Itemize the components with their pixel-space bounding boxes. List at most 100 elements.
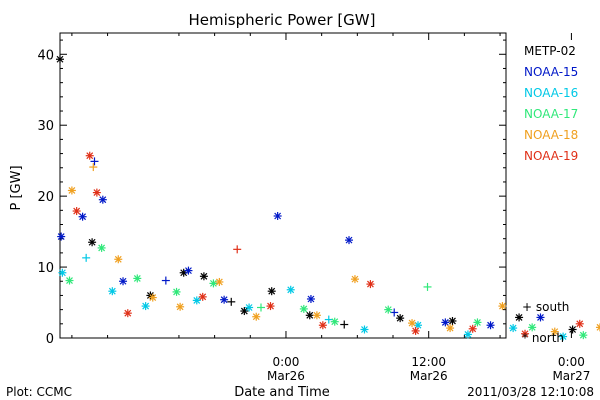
north-point-marker	[318, 321, 327, 330]
marker-stroke	[300, 305, 308, 313]
marker-stroke	[240, 307, 248, 315]
marker-stroke	[56, 55, 64, 63]
north-point-marker	[568, 325, 577, 334]
legend-entry-metp-02: METP-02	[524, 44, 576, 58]
marker-stroke	[528, 323, 536, 331]
north-point-marker	[486, 321, 495, 330]
marker-stroke	[313, 311, 321, 319]
marker-stroke	[361, 326, 368, 333]
north-point-marker	[411, 326, 420, 335]
south-point-marker	[161, 276, 170, 285]
north-point-marker	[198, 292, 207, 301]
north-point-marker	[273, 212, 282, 220]
marker-stroke	[307, 295, 315, 303]
marker-stroke	[408, 319, 416, 327]
y-tick-label: 40	[37, 48, 54, 63]
north-point-marker	[57, 232, 66, 241]
south-point-marker	[340, 320, 349, 329]
north-point-marker	[266, 302, 275, 311]
series-noaa-18	[67, 163, 600, 336]
north-point-marker	[345, 236, 354, 245]
marker-stroke	[98, 244, 106, 252]
x-axis-label: Date and Time	[234, 385, 330, 400]
x-tick-time: 0:00	[558, 355, 585, 369]
marker-stroke	[176, 303, 184, 311]
x-tick-time: 0:00	[272, 355, 299, 369]
marker-stroke	[252, 313, 260, 321]
north-point-marker	[463, 330, 472, 339]
south-point-marker	[423, 282, 432, 291]
south-point-marker	[390, 308, 399, 317]
hemisphere-legend: + south * north	[522, 300, 569, 345]
north-point-marker	[92, 188, 101, 197]
marker-stroke	[579, 331, 587, 339]
south-point-marker	[89, 163, 98, 172]
north-point-marker	[72, 207, 81, 216]
marker-stroke	[384, 306, 392, 314]
north-point-marker	[65, 276, 74, 285]
north-point-marker	[114, 255, 123, 264]
y-tick-label: 30	[37, 119, 54, 134]
north-point-marker	[536, 313, 545, 322]
north-point-marker	[448, 316, 457, 325]
north-point-marker	[498, 302, 507, 311]
marker-stroke	[149, 294, 157, 301]
marker-stroke	[245, 304, 253, 311]
north-point-marker	[305, 311, 314, 320]
legend-entry-noaa-15: NOAA-15	[524, 65, 578, 79]
marker-stroke	[306, 311, 314, 319]
north-point-marker	[252, 312, 261, 321]
north-point-marker	[141, 302, 150, 311]
legend-entry-noaa-18: NOAA-18	[524, 128, 578, 142]
north-point-marker	[509, 324, 518, 333]
x-tick-date: Mar26	[267, 369, 305, 383]
north-point-marker	[521, 329, 530, 338]
marker-stroke	[449, 317, 456, 325]
y-tick-label: 20	[37, 190, 54, 205]
north-point-marker	[192, 296, 201, 305]
marker-stroke	[215, 278, 223, 286]
marker-stroke	[551, 328, 559, 336]
marker-stroke	[79, 213, 87, 221]
marker-stroke	[114, 255, 122, 263]
north-point-marker	[330, 317, 339, 326]
north-point-marker	[123, 309, 132, 318]
marker-stroke	[559, 333, 567, 341]
north-point-marker	[215, 277, 224, 286]
series-noaa-19	[72, 151, 584, 338]
series-metp-02	[56, 55, 577, 334]
x-tick-time: 12:00	[411, 355, 446, 369]
marker-stroke	[287, 286, 295, 294]
marker-stroke	[351, 275, 359, 283]
marker-stroke	[58, 269, 66, 277]
marker-stroke	[199, 293, 207, 301]
north-point-marker	[366, 280, 375, 289]
marker-stroke	[569, 326, 577, 333]
north-point-marker	[396, 314, 405, 323]
south-point-marker	[90, 157, 99, 166]
north-point-marker	[240, 307, 249, 316]
north-point-marker	[579, 331, 588, 340]
marker-stroke	[515, 314, 523, 321]
south-point-marker	[227, 297, 236, 306]
north-point-marker	[85, 151, 94, 160]
marker-stroke	[142, 302, 150, 310]
north-point-marker	[98, 195, 107, 204]
marker-stroke	[86, 152, 94, 160]
data-points	[56, 55, 600, 341]
north-point-marker	[58, 268, 67, 277]
marker-stroke	[119, 277, 127, 285]
north-point-marker	[209, 279, 218, 288]
north-point-marker	[176, 302, 185, 311]
marker-stroke	[487, 321, 494, 329]
legend-entry-noaa-19: NOAA-19	[524, 149, 578, 163]
north-point-marker	[473, 318, 482, 327]
north-point-marker	[97, 243, 106, 252]
y-tick-label: 10	[37, 261, 54, 276]
plot-frame	[59, 32, 507, 339]
marker-stroke	[93, 189, 101, 197]
marker-stroke	[331, 318, 339, 326]
marker-stroke	[396, 314, 404, 322]
legend: METP-02 NOAA-15 NOAA-16 NOAA-17 NOAA-18 NOAA-…	[524, 44, 578, 163]
